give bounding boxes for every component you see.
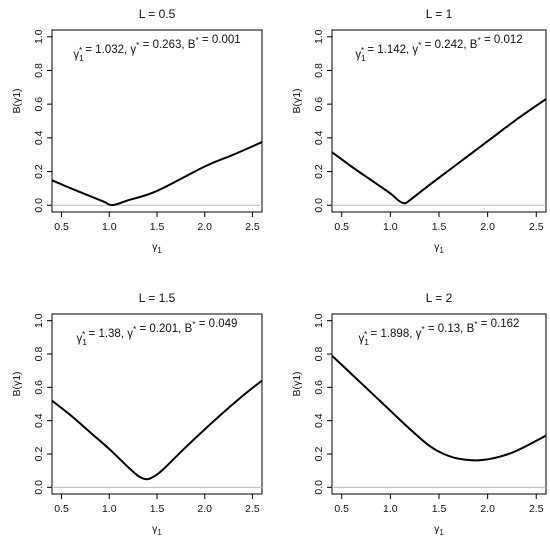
y-tick-label: 0.0 [33,198,45,213]
y-tick-label: 0.0 [33,480,45,495]
chart-title: L = 2 [426,291,453,305]
y-tick-label: 0.2 [33,447,45,462]
y-tick-label: 0.8 [313,347,325,362]
x-tick-label: 0.5 [54,221,69,233]
y-tick-label: 1.0 [313,313,325,328]
x-tick-label: 0.5 [334,221,349,233]
x-tick-label: 2.5 [245,221,260,233]
annotation: γ1* = 1.38, γ* = 0.201, B* = 0.049 [77,318,238,347]
y-axis-label: B(γ1) [11,371,23,396]
y-tick-label: 0.6 [313,97,325,112]
panel-3: 0.5 1.0 1.5 2.0 2.5 0.0 0.2 0.4 0.6 0.8 1.0 L = 1.5… [11,291,263,537]
chart-title: L = 0.5 [139,7,176,21]
x-tick-label: 2.5 [529,503,544,515]
y-tick-label: 0.2 [313,164,325,179]
annotation: γ1* = 1.898, γ* = 0.13, B* = 0.162 [359,318,520,347]
y-tick-label: 0.6 [313,380,325,395]
x-tick-label: 1.5 [150,503,165,515]
x-tick-label: 1.0 [383,503,398,515]
y-axis-label: B(γ1) [11,88,23,113]
y-tick-label: 0.4 [33,130,45,145]
chart-title: L = 1.5 [139,291,176,305]
y-tick-label: 0.4 [313,413,325,428]
y-axis-label: B(γ1) [291,371,303,396]
x-tick-label: 1.5 [432,503,447,515]
y-tick-label: 0.0 [313,480,325,495]
x-tick-label: 2.0 [480,221,495,233]
y-tick-label: 0.4 [313,130,325,145]
y-tick-label: 0.6 [33,380,45,395]
y-tick-label: 0.6 [33,97,45,112]
x-tick-label: 0.5 [54,503,69,515]
y-axis-label: B(γ1) [291,88,303,113]
y-tick-label: 1.0 [313,29,325,44]
x-tick-label: 1.0 [383,221,398,233]
x-tick-label: 2.0 [197,503,212,515]
x-axis-label: γ1 [152,241,162,255]
x-tick-label: 1.0 [102,503,117,515]
x-axis-label: γ1 [434,523,444,537]
series-line-1 [331,354,547,462]
panel-4: 0.5 1.0 1.5 2.0 2.5 0.0 0.2 0.4 0.6 0.8 1.0 L = 2 γ1… [291,291,547,537]
x-tick-label: 2.5 [245,503,260,515]
x-axis-label: γ1 [152,523,162,537]
x-tick-label: 1.0 [102,221,117,233]
panel-1: 0.5 1.0 1.5 2.0 2.5 0.0 0.2 0.4 0.6 0.8 1.0 L = 0.5… [11,7,263,255]
x-tick-label: 2.0 [480,503,495,515]
series-line-1 [331,98,547,205]
y-tick-label: 1.0 [33,313,45,328]
chart-title: L = 1 [426,7,453,21]
annotation: γ1* = 1.032, γ* = 0.263, B* = 0.001 [73,34,240,63]
y-tick-label: 0.0 [313,198,325,213]
x-tick-label: 1.5 [150,221,165,233]
x-tick-label: 0.5 [334,503,349,515]
x-tick-label: 2.5 [529,221,544,233]
x-axis-label: γ1 [434,241,444,255]
y-tick-label: 0.8 [33,63,45,78]
y-tick-label: 0.4 [33,413,45,428]
panel-2: 0.5 1.0 1.5 2.0 2.5 0.0 0.2 0.4 0.6 0.8 1.0 L = 1 γ1… [291,7,547,255]
annotation: γ1* = 1.142, γ* = 0.242, B* = 0.012 [355,34,522,63]
x-tick-label: 1.5 [432,221,447,233]
y-tick-label: 0.2 [313,447,325,462]
series-line-1 [51,379,263,481]
y-tick-label: 1.0 [33,29,45,44]
x-tick-label: 2.0 [197,221,212,233]
series-line-1 [51,141,263,207]
y-tick-label: 0.8 [313,63,325,78]
y-tick-label: 0.2 [33,164,45,179]
y-tick-label: 0.8 [33,347,45,362]
